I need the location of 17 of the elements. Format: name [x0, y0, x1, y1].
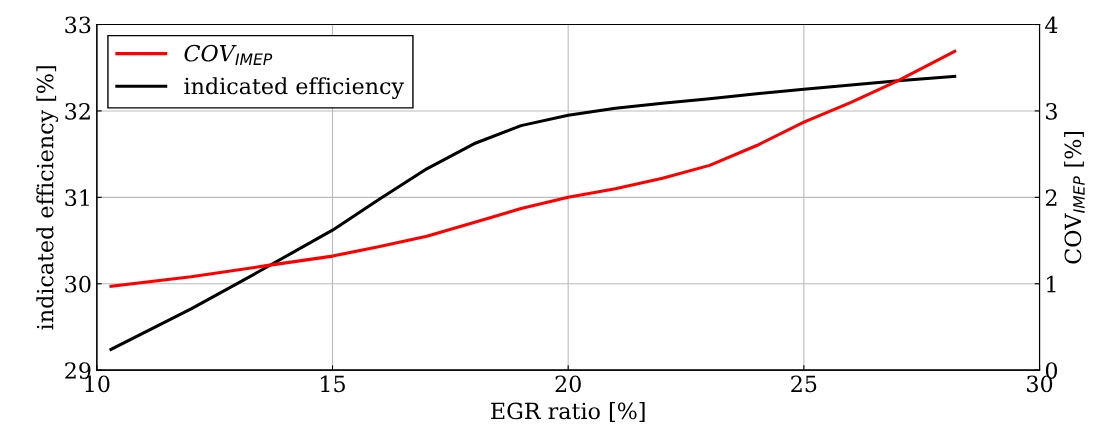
- y-tick-label: 33: [65, 16, 91, 34]
- y2-tick-label: 4: [1045, 16, 1058, 33]
- legend-label: indicated efficiency: [184, 77, 404, 99]
- y-axis-title: indicated efficiency [%]: [36, 66, 59, 330]
- x-tick-label: 20: [555, 375, 581, 393]
- y2-tick-label: 1: [1047, 275, 1056, 293]
- line-series: [109, 74, 957, 351]
- legend-label: COV$_{IMEP}$: [184, 44, 273, 65]
- y-tick-label: 31: [65, 189, 89, 207]
- y2-tick-label: 2: [1045, 189, 1057, 206]
- y2-tick-label: 3: [1046, 102, 1057, 120]
- x-tick-label: 15: [321, 375, 345, 393]
- y-tick-label: 30: [65, 275, 91, 293]
- x-axis-title: EGR ratio [%]: [491, 402, 645, 422]
- y-tick-label: 32: [65, 102, 90, 120]
- y2-axis-title: COV$_{IMEP}$ [%]: [1064, 131, 1085, 264]
- x-tick-label: 25: [791, 375, 817, 393]
